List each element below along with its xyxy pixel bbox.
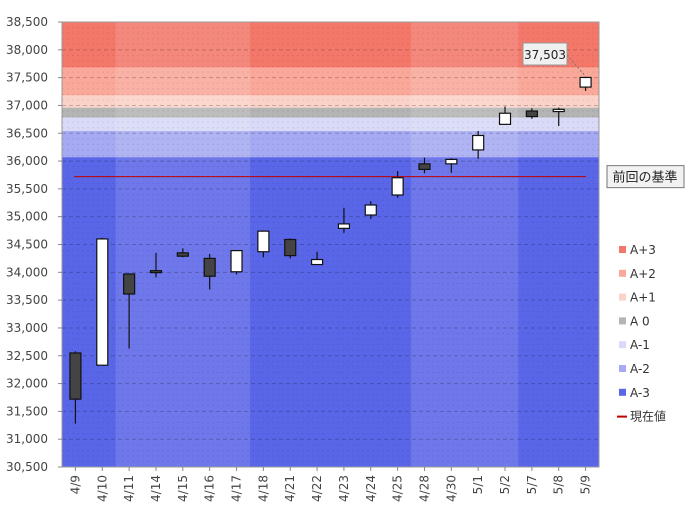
x-tick-label: 4/10 <box>95 475 109 502</box>
legend-swatch <box>619 246 626 253</box>
candle-body-4/22 <box>310 258 324 266</box>
grid-layer <box>61 21 600 468</box>
y-tick-label: 30,500 <box>6 460 48 474</box>
candle-body-4/16 <box>203 257 216 277</box>
candle-body-4/18 <box>257 230 270 253</box>
x-tick-label: 4/28 <box>417 475 431 502</box>
candle-body-4/25 <box>391 177 404 196</box>
candle-body-4/24 <box>364 204 377 216</box>
x-tick-label: 4/30 <box>444 475 458 502</box>
candle-body-4/9 <box>69 352 82 400</box>
x-tick-label: 5/7 <box>525 475 539 494</box>
x-tick-label: 4/14 <box>149 475 163 502</box>
candle-body-5/1 <box>472 134 485 151</box>
band-3 <box>62 107 599 118</box>
candle-body-4/30 <box>445 158 458 165</box>
candle-body-4/28 <box>418 163 431 171</box>
y-tick-label: 31,000 <box>6 432 48 446</box>
legend-entry: A-1 <box>630 338 650 352</box>
annotation-layer: 37,503 <box>522 42 586 77</box>
x-tick-label: 4/16 <box>203 475 217 502</box>
y-tick-label: 33,000 <box>6 321 48 335</box>
legend-entry: A 0 <box>630 314 650 328</box>
x-tick-label: 4/15 <box>176 475 190 502</box>
legend-swatch <box>619 341 626 349</box>
x-axis: 4/9 4/10 4/11 4/14 4/15 4/16 4/17 4/18 4/21 4/22 4… <box>68 467 593 502</box>
legend-swatch <box>619 388 626 396</box>
x-tick-label: 4/18 <box>256 475 270 502</box>
band-1 <box>62 67 599 96</box>
legend-swatch <box>619 269 626 277</box>
candle-body-5/2 <box>498 112 512 125</box>
y-tick-label: 37,000 <box>6 98 48 112</box>
week-tint-3 <box>411 22 519 467</box>
x-tick-label: 4/21 <box>283 475 297 502</box>
legend-entry: 現在値 <box>630 409 666 424</box>
candle-body-5/8 <box>552 108 565 113</box>
legend-swatch <box>619 293 626 301</box>
candle-body-4/23 <box>337 223 351 229</box>
x-tick-label: 4/17 <box>230 475 244 502</box>
y-tick-label: 32,500 <box>6 349 48 363</box>
legend-entry: A+3 <box>630 243 656 257</box>
y-tick-label: 36,500 <box>6 126 48 140</box>
candle-body-4/14 <box>149 270 163 274</box>
candle-body-4/17 <box>230 250 243 273</box>
band-0 <box>62 22 599 68</box>
week-tint-1 <box>115 22 250 467</box>
x-tick-label: 5/1 <box>471 475 485 494</box>
band-5 <box>62 131 599 158</box>
legend-swatch <box>619 317 626 325</box>
band-4 <box>62 117 599 132</box>
x-tick-label: 5/9 <box>579 475 593 494</box>
y-tick-label: 36,000 <box>6 154 48 168</box>
x-tick-label: 5/2 <box>498 475 512 494</box>
legend-entry: A+1 <box>630 291 656 305</box>
last-price-label: 37,503 <box>524 48 566 62</box>
candle-body-4/15 <box>176 252 189 257</box>
band-2 <box>62 95 599 108</box>
y-tick-label: 33,500 <box>6 293 48 307</box>
y-tick-label: 35,500 <box>6 182 48 196</box>
legend-swatch <box>619 365 626 372</box>
legend-entry: A-3 <box>630 386 650 400</box>
candle-body-4/11 <box>123 273 136 295</box>
legend-entry: A+2 <box>630 267 656 281</box>
band-layer <box>62 22 599 467</box>
candle-body-4/10 <box>96 238 109 366</box>
x-tick-label: 5/8 <box>552 475 566 494</box>
last-price-box <box>522 42 568 66</box>
band-6 <box>62 157 599 467</box>
y-tick-label: 37,500 <box>6 71 48 85</box>
y-tick-label: 34,000 <box>6 265 48 279</box>
legend: A+3 A+2 A+1 A 0 A-1 A-2 A-3 現在値 <box>617 243 666 424</box>
y-tick-label: 31,500 <box>6 404 48 418</box>
reference-label-box <box>606 165 685 189</box>
reference-label: 前回の基準 <box>612 170 677 186</box>
current-value-layer: 前回の基準 <box>74 165 685 189</box>
candle-body-4/21 <box>284 238 297 257</box>
y-tick-label: 35,000 <box>6 210 48 224</box>
y-tick-label: 34,500 <box>6 238 48 252</box>
x-tick-label: 4/11 <box>122 475 136 502</box>
y-axis: 30,500 31,000 31,500 32,000 32,500 33,000 33,5… <box>6 15 62 474</box>
y-tick-label: 38,500 <box>6 15 48 29</box>
y-tick-label: 32,000 <box>6 377 48 391</box>
candles-layer <box>69 76 592 424</box>
x-tick-label: 4/23 <box>337 475 351 502</box>
candle-body-5/9 <box>579 76 592 88</box>
last-price-leader <box>566 54 586 77</box>
x-tick-label: 4/22 <box>310 475 324 502</box>
x-tick-label: 4/25 <box>391 475 405 502</box>
x-tick-label: 4/9 <box>68 475 82 494</box>
legend-entry: A-2 <box>630 362 650 376</box>
candle-body-5/7 <box>525 110 538 118</box>
x-tick-label: 4/24 <box>364 475 378 502</box>
y-tick-label: 38,000 <box>6 43 48 57</box>
